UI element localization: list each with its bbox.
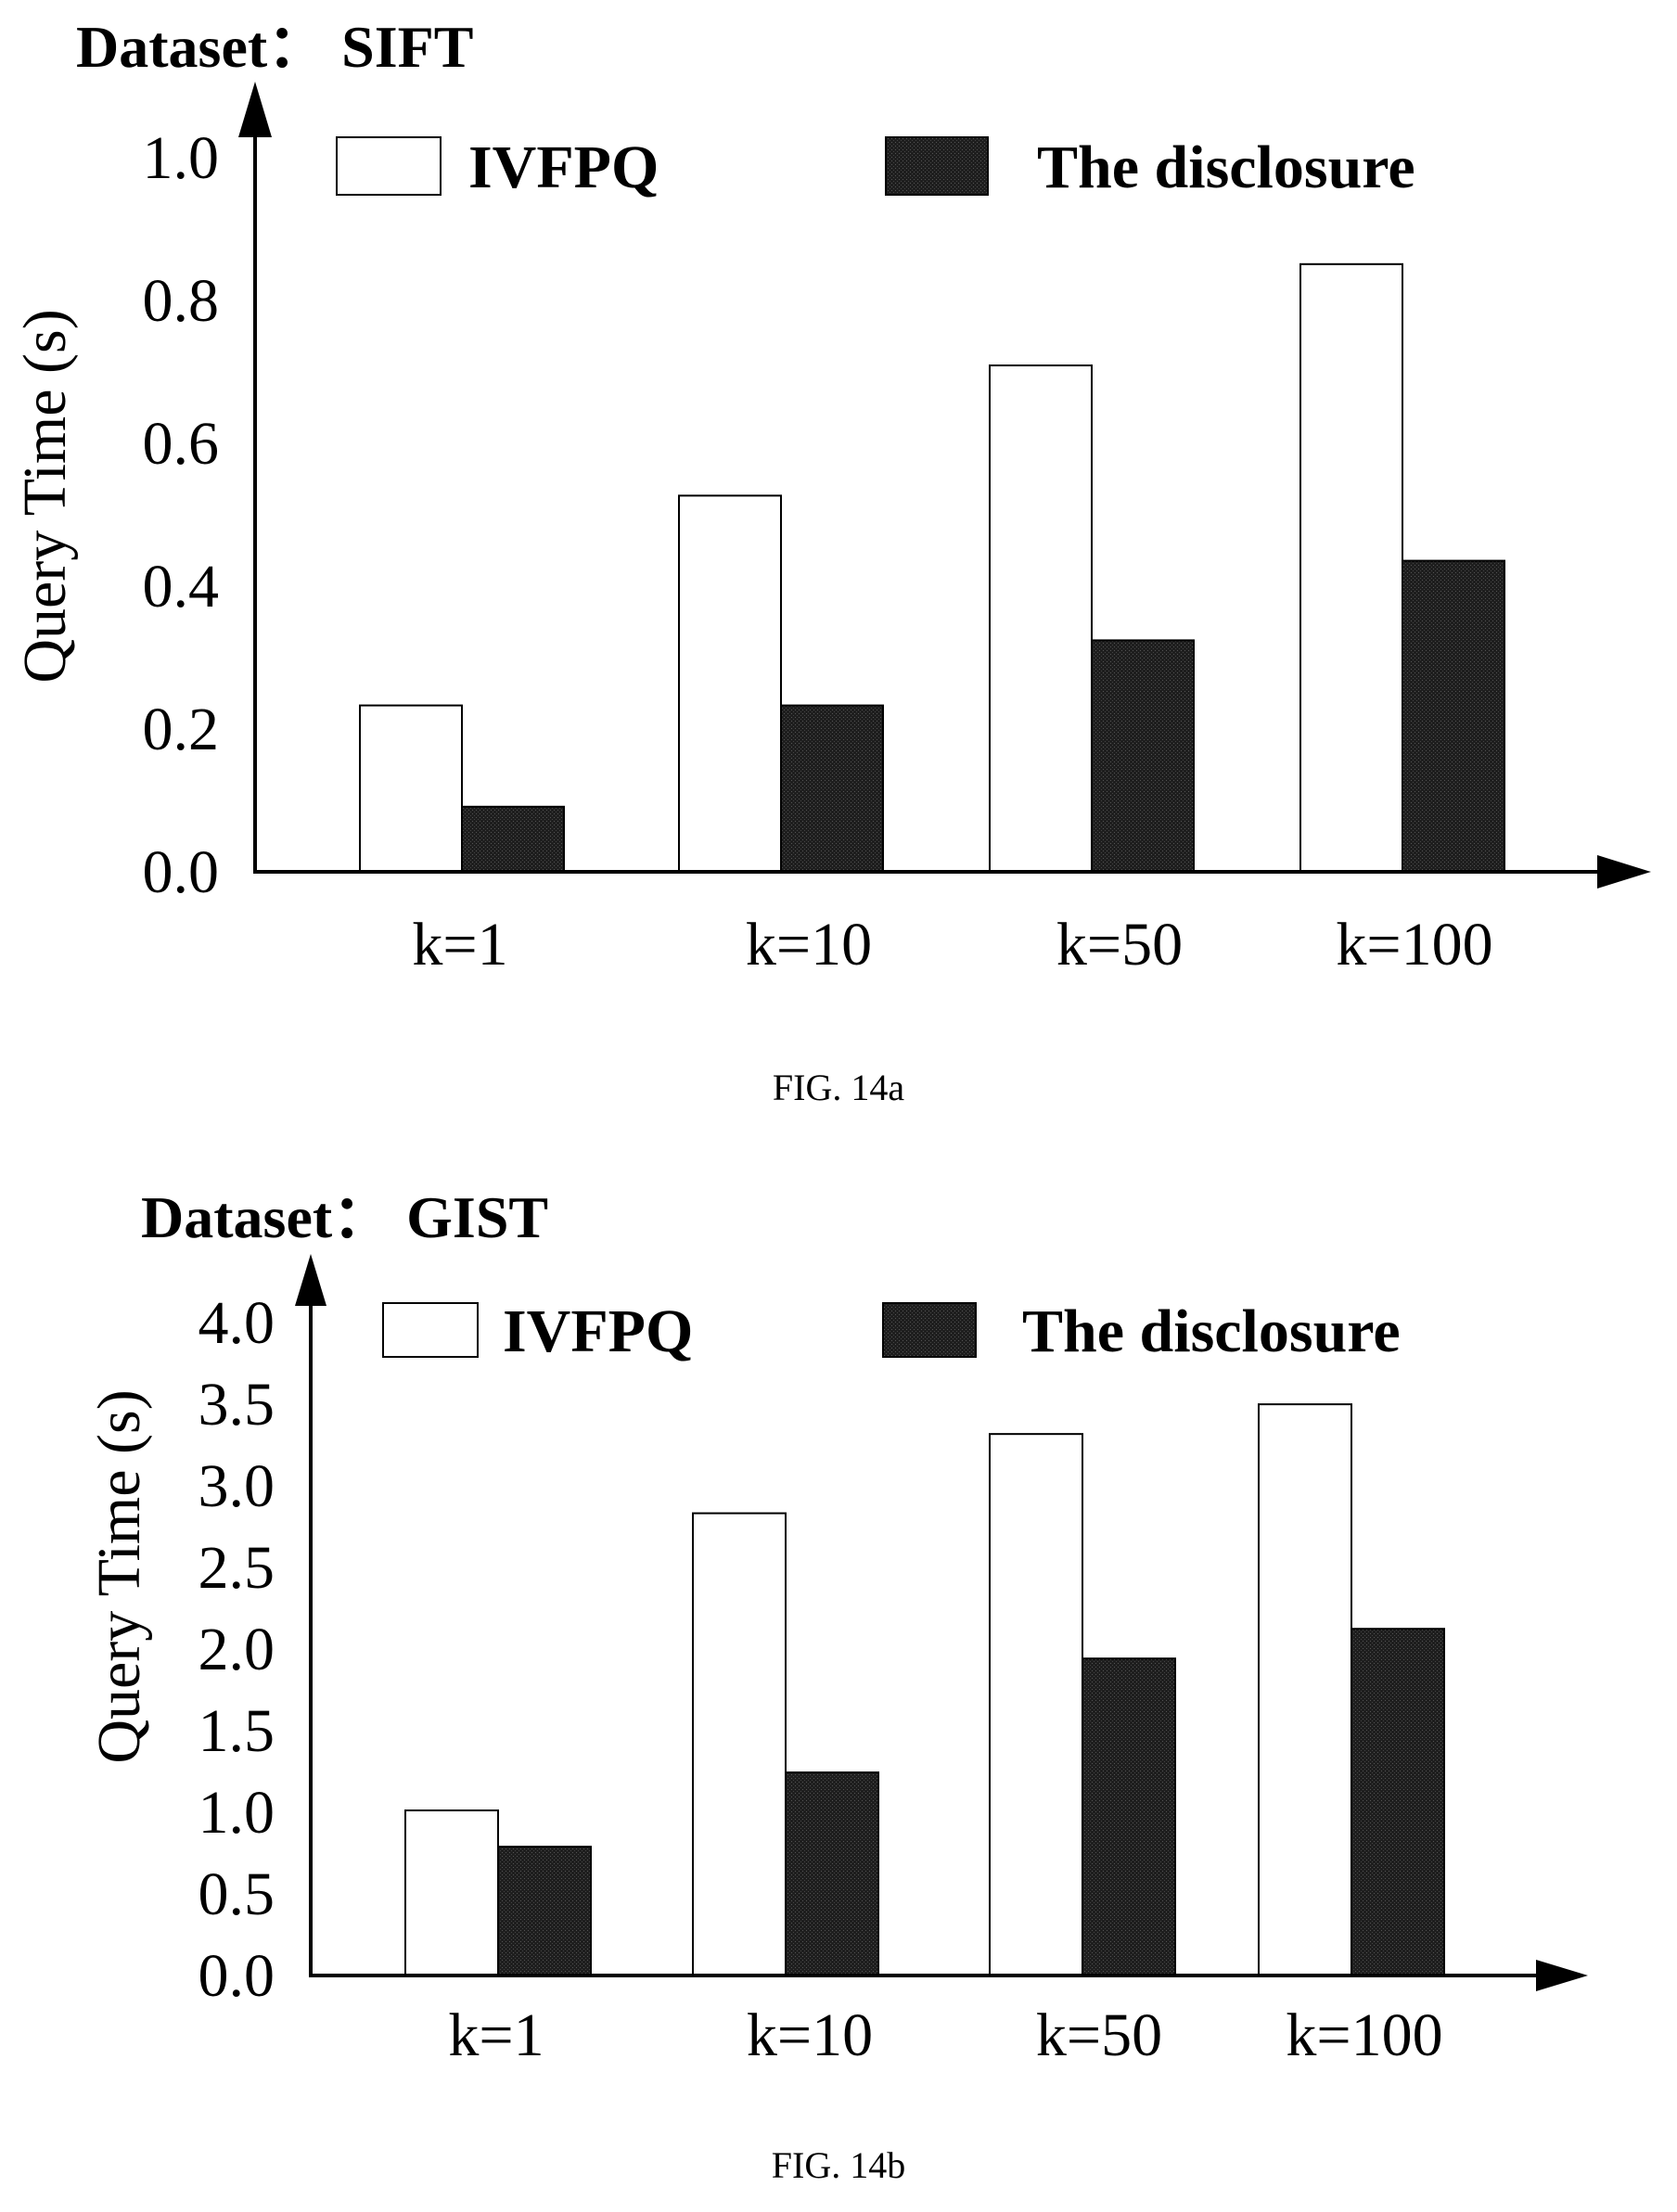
y-tick-label: 2.0 <box>198 1616 275 1683</box>
y-tick-label: 3.5 <box>198 1371 275 1438</box>
x-category-label: k=50 <box>1056 911 1183 978</box>
y-tick-label: 0.0 <box>143 838 220 906</box>
x-category-label: k=100 <box>1336 911 1492 978</box>
y-tick-label: 0.0 <box>198 1942 275 2010</box>
x-axis-arrow <box>1536 1960 1588 1991</box>
x-category-labels: k=1 k=10 k=50 k=100 <box>448 2001 1442 2069</box>
bar-disclosure <box>497 1846 592 1977</box>
figure-caption: FIG. 14b <box>772 2144 905 2186</box>
y-axis-arrow <box>238 82 272 137</box>
y-axis-label: Query Time (s) <box>11 309 79 683</box>
bar-disclosure <box>1082 1657 1176 1976</box>
bar-ivfpq <box>678 494 782 874</box>
y-axis-label: Query Time (s) <box>85 1389 153 1763</box>
bar-ivfpq <box>1258 1403 1352 1976</box>
bars-gist <box>404 1403 1445 1977</box>
bar-ivfpq <box>989 364 1093 873</box>
chart-sift: Dataset： SIFT Query Time (s) IVFPQ The d… <box>11 14 1651 1108</box>
legend-label-ivfpq: IVFPQ <box>468 134 659 201</box>
x-category-label: k=100 <box>1286 2001 1442 2069</box>
y-tick-label: 0.4 <box>143 553 220 620</box>
legend: IVFPQ The disclosure <box>382 1298 1401 1365</box>
y-tick-label: 3.0 <box>198 1452 275 1520</box>
bar-ivfpq <box>359 704 463 873</box>
y-tick-label: 1.5 <box>198 1697 275 1765</box>
bar-ivfpq <box>692 1512 787 1976</box>
chart-title: Dataset： GIST <box>141 1184 548 1250</box>
legend: IVFPQ The disclosure <box>336 134 1415 201</box>
y-tick-label: 1.0 <box>198 1779 275 1847</box>
legend-label-disclosure: The disclosure <box>1022 1298 1401 1365</box>
y-axis-arrow <box>295 1254 326 1306</box>
bar-disclosure <box>1351 1628 1445 1976</box>
legend-swatch-ivfpq <box>336 136 442 196</box>
x-category-label: k=1 <box>412 911 507 978</box>
x-category-labels: k=1 k=10 k=50 k=100 <box>412 911 1492 978</box>
chart-gist: Dataset： GIST Query Time (s) IVFPQ The d… <box>85 1184 1588 2186</box>
legend-swatch-disclosure <box>885 136 989 196</box>
x-category-label: k=10 <box>747 2001 873 2069</box>
legend-swatch-disclosure <box>882 1302 977 1358</box>
bar-disclosure <box>1402 559 1505 873</box>
bar-disclosure <box>785 1771 879 1977</box>
y-tick-label: 0.6 <box>143 410 220 478</box>
bar-disclosure <box>1091 639 1195 874</box>
bar-ivfpq <box>989 1433 1083 1977</box>
legend-label-disclosure: The disclosure <box>1037 134 1415 201</box>
bar-ivfpq <box>404 1809 499 1976</box>
y-tick-labels: 0.0 0.2 0.4 0.6 0.8 1.0 <box>143 124 220 906</box>
x-category-label: k=1 <box>448 2001 544 2069</box>
legend-label-ivfpq: IVFPQ <box>503 1298 693 1365</box>
chart-title: Dataset： SIFT <box>76 14 473 80</box>
y-tick-label: 4.0 <box>198 1289 275 1357</box>
x-category-label: k=50 <box>1036 2001 1162 2069</box>
x-axis-arrow <box>1597 855 1651 889</box>
x-category-label: k=10 <box>746 911 872 978</box>
bars-sift <box>359 262 1505 874</box>
y-tick-labels: 0.0 0.5 1.0 1.5 2.0 2.5 3.0 3.5 4.0 <box>198 1289 275 2010</box>
y-tick-label: 0.2 <box>143 696 220 763</box>
figure-caption: FIG. 14a <box>773 1067 904 1108</box>
y-tick-label: 0.8 <box>143 267 220 335</box>
bar-ivfpq <box>1299 262 1403 873</box>
bar-disclosure <box>461 805 565 873</box>
bar-disclosure <box>780 704 884 873</box>
y-tick-label: 0.5 <box>198 1860 275 1928</box>
y-tick-label: 2.5 <box>198 1534 275 1602</box>
legend-swatch-ivfpq <box>382 1302 479 1358</box>
y-tick-label: 1.0 <box>143 124 220 192</box>
